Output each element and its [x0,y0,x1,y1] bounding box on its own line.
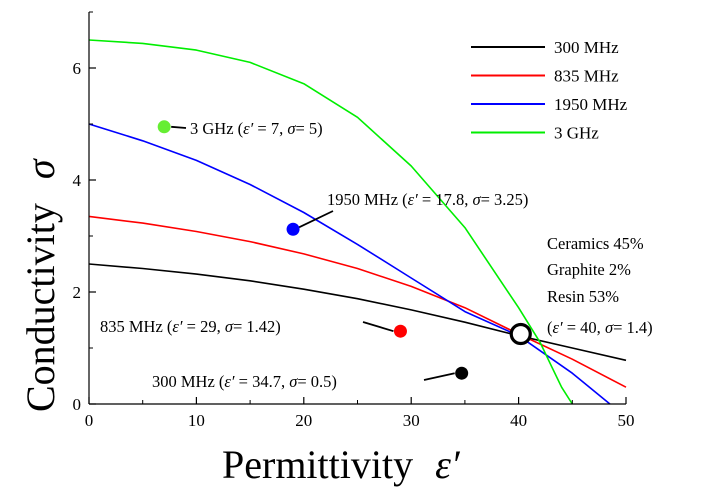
annotation-300mhz: 300 MHz (ε′ = 34.7, σ= 0.5) [152,372,337,391]
series-line-1 [88,215,627,388]
data-point-1 [286,222,300,236]
curves-layer [88,39,627,405]
legend-label-3: 3 GHz [554,124,599,143]
open-paren: ( [234,119,244,138]
data-point-3 [455,366,469,380]
material-eps: ε′ [553,318,564,337]
x-tick-label: 0 [85,411,94,430]
material-eps-value: = 40, [563,318,605,337]
y-axis-title-text: Conductivity [18,203,63,412]
y-tick-label: 2 [73,283,82,302]
legend-label-2: 1950 MHz [554,95,628,114]
annotation-835mhz: 835 MHz (ε′ = 29, σ= 1.42) [100,317,281,336]
target-point [509,322,532,346]
x-tick-label: 20 [295,411,312,430]
series-line-2 [88,123,611,405]
material-ceramics: Ceramics 45% [547,234,644,253]
annotation-leaders [171,125,455,381]
material-values: (ε′ = 40, σ= 1.4) [547,318,653,337]
annotation-3ghz-sigma: σ [287,119,296,138]
open-paren: ( [547,318,553,337]
points-layer [157,120,532,380]
annotation-300mhz-sigma-value: = 0.5) [297,372,337,391]
annotation-3ghz-eps-value: = 7, [253,119,287,138]
x-axis-title: Permittivity ε′ [222,442,461,487]
annotation-3ghz-freq: 3 GHz [190,119,234,138]
annotation-300mhz-eps-value: = 34.7, [235,372,290,391]
y-axis-title: Conductivity σ [18,158,63,412]
x-tick-label: 10 [188,411,205,430]
material-resin: Resin 53% [547,287,619,306]
y-axis-symbol: σ [18,158,63,179]
y-tick-label: 4 [73,171,82,190]
material-note: Ceramics 45% Graphite 2% Resin 53% (ε′ =… [547,234,653,337]
annotation-835mhz-eps-value: = 29, [183,317,225,336]
data-point-0 [157,120,171,134]
legend: 300 MHz 835 MHz 1950 MHz 3 GHz [471,38,628,143]
x-tick-label: 30 [403,411,420,430]
axes-layer: 0 10 20 30 40 50 0 2 4 6 [73,11,635,430]
legend-label-0: 300 MHz [554,38,619,57]
annotation-1950mhz-sigma-value: = 3.25) [481,190,529,209]
annotation-3ghz: 3 GHz (ε′ = 7, σ= 5) [190,119,323,138]
y-tick-label: 0 [73,395,82,414]
annotation-1950mhz-sigma: σ [472,190,481,209]
annotation-300mhz-sigma: σ [289,372,298,391]
annotation-300mhz-eps: ε′ [224,372,235,391]
annotation-3ghz-sigma-value: = 5) [295,119,322,138]
x-axis-title-text: Permittivity [222,442,413,487]
annotation-835mhz-sigma: σ [225,317,234,336]
annotation-1950mhz: 1950 MHz (ε′ = 17.8, σ= 3.25) [327,190,528,209]
data-point-2 [393,324,407,338]
material-sigma: σ [605,318,614,337]
material-sigma-value: = 1.4) [613,318,653,337]
annotation-1950mhz-freq: 1950 MHz [327,190,398,209]
annotation-835mhz-sigma-value: = 1.42) [233,317,281,336]
annotation-835mhz-freq: 835 MHz [100,317,163,336]
annotation-300mhz-freq: 300 MHz [152,372,215,391]
series-line-0 [88,263,627,362]
open-paren: ( [163,317,173,336]
leader-line-0 [171,125,187,129]
leader-line-3 [423,372,455,381]
open-paren: ( [215,372,225,391]
y-tick-label: 6 [73,59,82,78]
annotation-1950mhz-eps: ε′ [408,190,419,209]
annotation-1950mhz-eps-value: = 17.8, [418,190,473,209]
x-axis-symbol: ε′ [435,442,461,487]
open-paren: ( [398,190,408,209]
legend-label-1: 835 MHz [554,67,619,86]
annotation-835mhz-eps: ε′ [172,317,183,336]
leader-line-2 [362,321,394,333]
x-tick-label: 40 [510,411,527,430]
x-tick-label: 50 [618,411,635,430]
series-line-3 [88,39,573,405]
annotation-3ghz-eps: ε′ [243,119,254,138]
leader-line-1 [298,210,334,229]
material-graphite: Graphite 2% [547,260,631,279]
